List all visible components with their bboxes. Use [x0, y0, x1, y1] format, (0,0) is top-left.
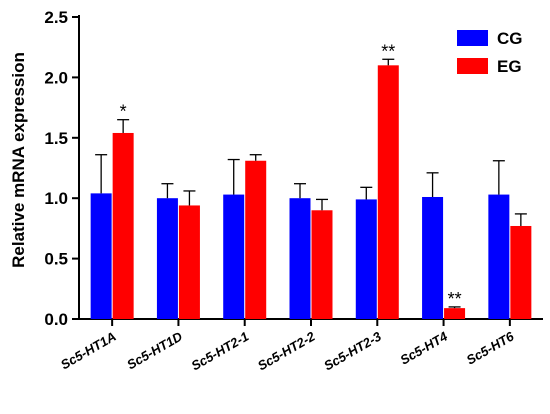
- bar-cg: [90, 193, 112, 319]
- category-label: Sc5-HT6: [464, 328, 517, 367]
- y-tick-label: 0.5: [44, 250, 68, 269]
- significance-mark: *: [120, 102, 127, 122]
- bar-cg: [156, 198, 178, 319]
- legend-swatch-cg: [457, 30, 488, 46]
- category-label: Sc5-HT4: [398, 328, 451, 367]
- category-label: Sc5-HT1A: [58, 329, 119, 373]
- category-label: Sc5-HT2-1: [189, 329, 252, 374]
- legend: CG EG: [457, 29, 523, 76]
- bar-cg: [355, 199, 377, 319]
- bar-eg: [311, 210, 333, 319]
- y-tick-label: 1.5: [44, 129, 68, 148]
- y-tick-label: 2.5: [44, 8, 68, 27]
- category-label: Sc5-HT2-2: [255, 328, 318, 373]
- significance-mark: **: [381, 41, 395, 61]
- bar-eg: [444, 308, 466, 319]
- legend-label-cg: CG: [497, 29, 523, 48]
- bar-eg: [178, 205, 200, 319]
- bar-eg: [510, 225, 532, 319]
- bar-cg: [289, 198, 311, 319]
- bar-cg: [488, 194, 510, 319]
- significance-mark: **: [448, 289, 462, 309]
- legend-swatch-eg: [457, 58, 488, 74]
- y-axis-title: Relative mRNA expression: [9, 52, 28, 268]
- y-tick-label: 2.0: [44, 68, 68, 87]
- legend-label-eg: EG: [497, 57, 522, 76]
- bar-cg: [223, 194, 245, 319]
- y-tick-label: 0.0: [44, 310, 68, 329]
- category-label: Sc5-HT1D: [124, 328, 185, 372]
- category-label: Sc5-HT2-3: [321, 328, 384, 373]
- bar-eg: [377, 65, 399, 319]
- y-tick-label: 1.0: [44, 189, 68, 208]
- bar-eg: [245, 160, 267, 319]
- bar-eg: [112, 132, 134, 319]
- bar-cg: [422, 196, 444, 319]
